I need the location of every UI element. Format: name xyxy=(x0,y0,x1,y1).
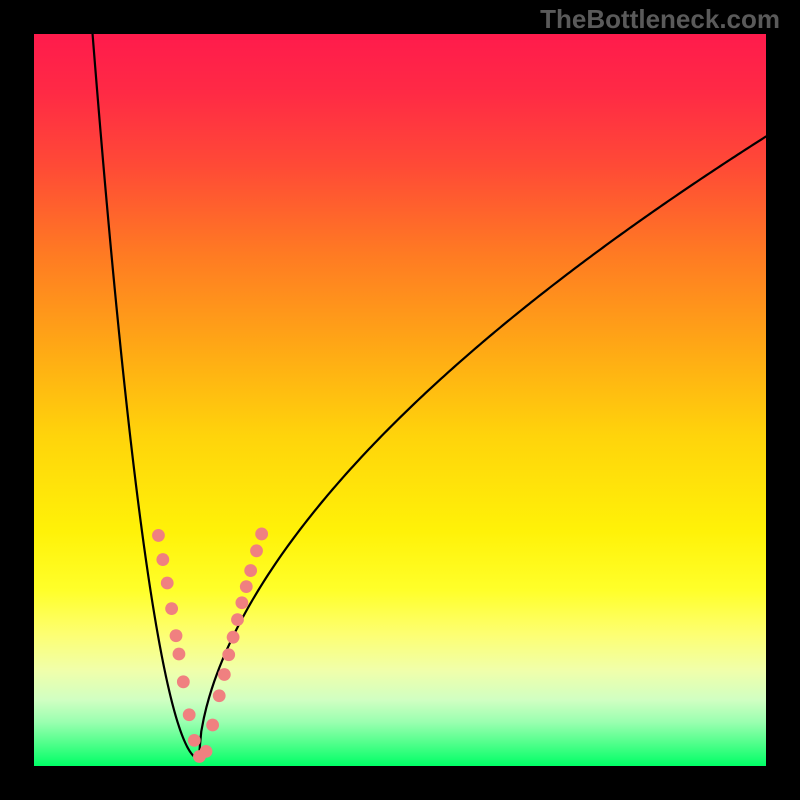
data-marker xyxy=(165,602,178,615)
data-marker xyxy=(173,648,186,661)
data-marker xyxy=(250,544,263,557)
chart-container: TheBottleneck.com xyxy=(0,0,800,800)
data-marker xyxy=(227,631,240,644)
data-marker xyxy=(152,529,165,542)
plot-svg xyxy=(34,34,766,766)
data-marker xyxy=(218,668,231,681)
data-marker xyxy=(188,734,201,747)
gradient-background xyxy=(34,34,766,766)
data-marker xyxy=(231,613,244,626)
data-marker xyxy=(206,719,219,732)
data-marker xyxy=(156,553,169,566)
data-marker xyxy=(235,596,248,609)
data-marker xyxy=(244,564,257,577)
data-marker xyxy=(255,528,268,541)
data-marker xyxy=(170,629,183,642)
data-marker xyxy=(222,648,235,661)
plot-area xyxy=(34,34,766,766)
data-marker xyxy=(161,577,174,590)
watermark-text: TheBottleneck.com xyxy=(540,4,780,35)
data-marker xyxy=(177,675,190,688)
data-marker xyxy=(213,689,226,702)
data-marker xyxy=(200,745,213,758)
data-marker xyxy=(183,708,196,721)
data-marker xyxy=(240,580,253,593)
